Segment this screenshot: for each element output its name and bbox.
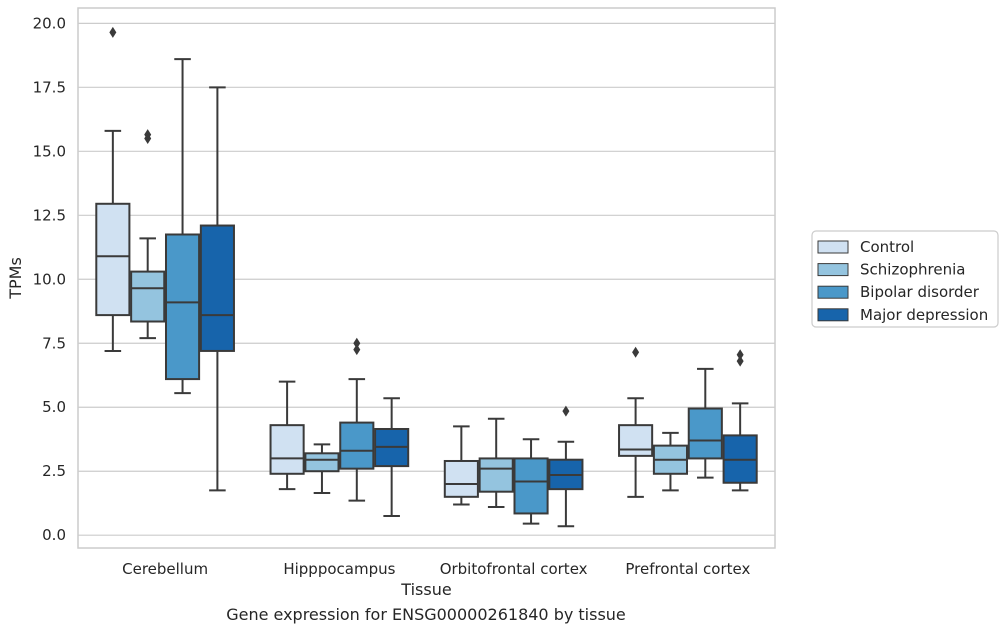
iqr-box — [95, 202, 131, 317]
box-1-2 — [478, 417, 514, 509]
box-groups — [95, 26, 758, 528]
y-tick-label: 5.0 — [42, 398, 66, 416]
x-axis-label: Tissue — [400, 580, 451, 599]
plot-frame — [77, 7, 776, 549]
iqr-box — [130, 270, 166, 323]
x-tick-label: Hipppocampus — [283, 560, 395, 578]
legend-label: Schizophrenia — [860, 261, 965, 279]
y-tick-labels: 0.0 2.5 5.0 7.5 10.0 12.5 15.0 17.5 20.0 — [33, 14, 66, 544]
x-tick-label: Orbitofrontal cortex — [440, 560, 588, 578]
box-1-1 — [304, 443, 340, 494]
y-tick-label: 12.5 — [33, 206, 66, 224]
iqr-box — [269, 424, 305, 475]
box-0-1 — [269, 380, 305, 491]
y-axis-label: TPMs — [6, 257, 25, 300]
box-3-1 — [374, 397, 410, 518]
outlier-point — [353, 337, 361, 349]
iqr-box — [687, 407, 723, 460]
figure-caption: Gene expression for ENSG00000261840 by t… — [226, 605, 626, 624]
box-0-0 — [95, 26, 131, 352]
legend-label: Control — [860, 238, 914, 256]
legend-swatch — [817, 308, 849, 322]
outlier-point — [632, 346, 640, 358]
outlier-point — [353, 344, 361, 356]
box-2-2 — [513, 438, 549, 525]
iqr-box — [513, 457, 549, 515]
x-tick-label: Cerebellum — [122, 560, 208, 578]
iqr-box — [618, 424, 654, 457]
box-3-3 — [722, 349, 758, 492]
y-tick-label: 17.5 — [33, 78, 66, 96]
y-tick-label: 2.5 — [42, 462, 66, 480]
box-0-3 — [618, 346, 654, 498]
outlier-point — [736, 355, 744, 367]
iqr-box — [478, 457, 514, 493]
box-1-3 — [652, 431, 689, 492]
iqr-box — [339, 421, 375, 470]
x-tick-labels: Cerebellum Hipppocampus Orbitofrontal cort… — [122, 560, 750, 578]
outlier-point — [144, 129, 152, 141]
legend-swatch — [817, 240, 849, 254]
outlier-point — [736, 349, 744, 361]
y-tick-label: 15.0 — [33, 142, 66, 160]
box-0-2 — [443, 425, 479, 506]
iqr-box — [164, 233, 201, 381]
legend: Control Schizophrenia Bipolar disorder Majo… — [811, 230, 999, 328]
iqr-box — [443, 459, 479, 498]
box-3-0 — [199, 86, 235, 492]
iqr-box — [199, 224, 235, 352]
box-3-2 — [548, 405, 584, 528]
y-tick-label: 0.0 — [42, 526, 66, 544]
legend-swatch — [817, 285, 849, 299]
box-1-0 — [130, 129, 166, 340]
outlier-point — [109, 26, 117, 38]
y-tick-label: 7.5 — [42, 334, 66, 352]
legend-label: Bipolar disorder — [860, 283, 980, 301]
iqr-box — [304, 452, 340, 473]
legend-frame — [811, 230, 999, 328]
y-tick-label: 20.0 — [33, 14, 66, 32]
legend-swatch — [817, 263, 849, 277]
box-2-0 — [164, 58, 201, 395]
y-tick-label: 10.0 — [33, 270, 66, 288]
legend-label: Major depression — [860, 306, 988, 324]
outlier-point — [562, 405, 570, 417]
box-2-1 — [339, 337, 375, 502]
box-2-3 — [687, 367, 723, 479]
x-tick-label: Prefrontal cortex — [625, 560, 750, 578]
